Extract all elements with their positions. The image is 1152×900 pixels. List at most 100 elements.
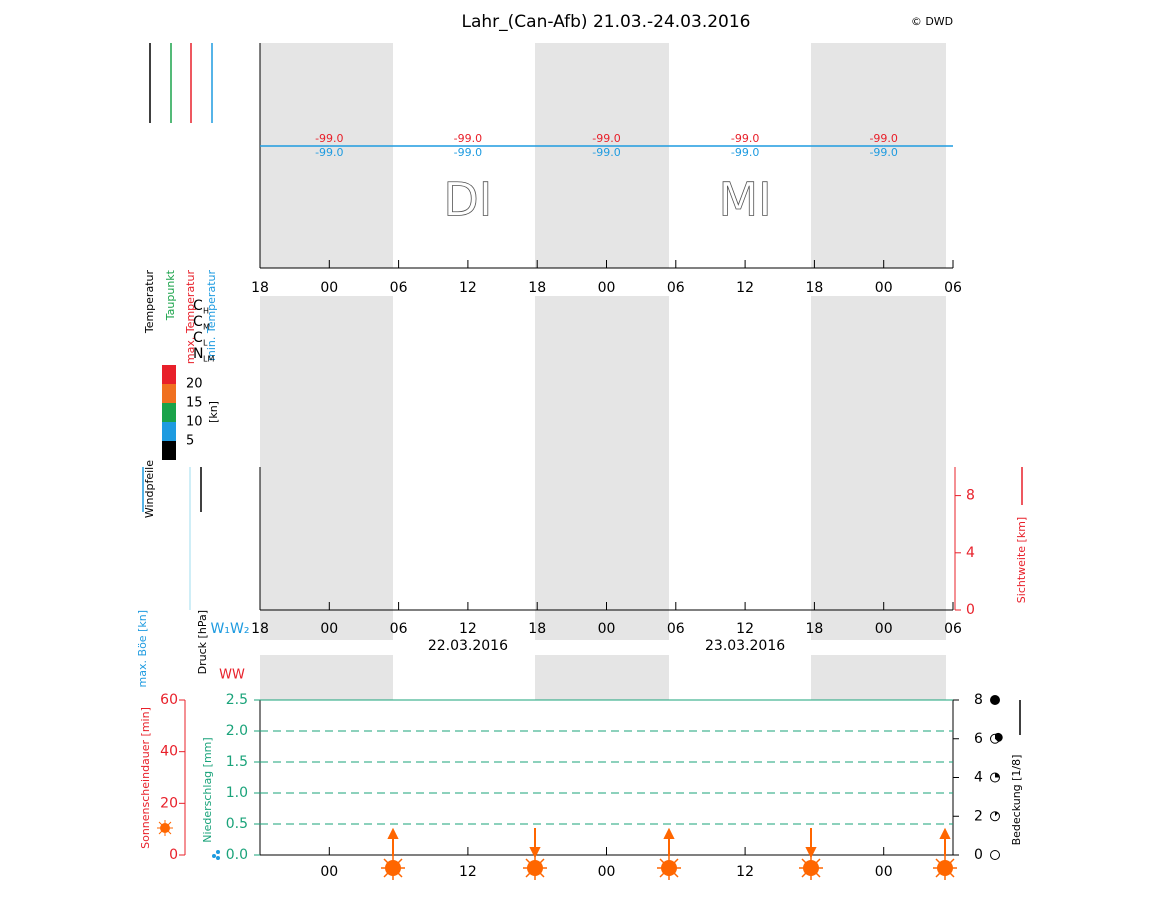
y-tick-label: 20 [160, 795, 178, 811]
cover-fill [995, 732, 1003, 742]
x-tick-label: 06 [944, 621, 962, 637]
colorbar-swatch [162, 422, 176, 441]
cover-symbol [990, 811, 1000, 822]
x-tick-label: 18 [805, 621, 823, 637]
cloud-subscript: M [203, 323, 210, 332]
legend-label: Temperatur [143, 270, 156, 335]
x-tick-label: 18 [251, 621, 269, 637]
x-tick-label: 12 [459, 864, 477, 880]
x-tick-label: 06 [667, 621, 685, 637]
x-tick-label: 00 [598, 621, 616, 637]
x-tick-label: 00 [598, 280, 616, 296]
y-tick-label: 4 [974, 770, 983, 786]
cloud-symbol: N [193, 346, 203, 362]
x-tick-label: 12 [736, 280, 754, 296]
day-label: MI [718, 173, 771, 227]
colorbar-tick-label: 20 [186, 377, 203, 392]
cover-circle [990, 695, 1000, 705]
x-tick-label: 18 [805, 280, 823, 296]
colorbar-unit: [kn] [207, 401, 220, 423]
x-tick-label: 12 [459, 280, 477, 296]
cover-fill [995, 811, 999, 817]
value-label: -99.0 [731, 146, 759, 159]
x-tick-label: 06 [667, 280, 685, 296]
value-label: -99.0 [592, 132, 620, 145]
value-label: -99.0 [315, 132, 343, 145]
x-tick-label: 00 [320, 280, 338, 296]
night-shading [260, 43, 946, 700]
colorbar-tick-label: 15 [186, 396, 203, 411]
cloud-symbol: C [193, 298, 203, 314]
x-tick-label: 00 [320, 621, 338, 637]
value-label: -99.0 [454, 146, 482, 159]
y-tick-label: 2 [974, 808, 983, 824]
credit: © DWD [911, 15, 953, 28]
value-label: -99.0 [869, 132, 897, 145]
colorbar-tick-label: 10 [186, 415, 203, 430]
colorbar-swatch [162, 365, 176, 384]
value-label: -99.0 [592, 146, 620, 159]
x-tick-label: 00 [598, 864, 616, 880]
legend-label: max. Temperatur [184, 270, 197, 365]
x-tick-label: 06 [390, 621, 408, 637]
cover-symbol [990, 732, 1003, 744]
y2-tick-label: 8 [966, 488, 975, 504]
day-label: DI [443, 173, 492, 227]
y-tick-label: 0.5 [226, 816, 248, 832]
legend-label: min. Temperatur [205, 270, 218, 361]
axis-title: Niederschlag [mm] [201, 737, 214, 842]
cloud-subscript: H [203, 307, 209, 316]
axis-title: Bedeckung [1/8] [1010, 755, 1023, 846]
title: Lahr_(Can-Afb) 21.03.-24.03.2016 [462, 12, 751, 32]
x-tick-label: 12 [459, 621, 477, 637]
x-tick-label: 00 [875, 864, 893, 880]
legend-label: Taupunkt [164, 269, 177, 321]
axis-title: Sonnenscheindauer [min] [139, 707, 152, 849]
cloud-symbol: C [193, 314, 203, 330]
y-tick-label: 1.0 [226, 785, 248, 801]
value-label: -99.0 [731, 132, 759, 145]
value-label: -99.0 [454, 132, 482, 145]
legend-label: max. Böe [kn] [136, 610, 149, 687]
legend-label: Sichtweite [km] [1015, 517, 1028, 603]
y2-tick-label: 4 [966, 545, 975, 561]
cover-fill [995, 773, 1000, 778]
colorbar-swatch [162, 384, 176, 403]
y2-tick-label: 0 [966, 602, 975, 618]
x-tick-label: 00 [875, 280, 893, 296]
date-label: 23.03.2016 [705, 638, 785, 654]
colorbar-tick-label: 5 [186, 434, 194, 449]
x-tick-label: 18 [251, 280, 269, 296]
y-tick-label: 1.5 [226, 754, 248, 770]
y-tick-label: 6 [974, 731, 983, 747]
x-tick-label: 12 [736, 621, 754, 637]
x-tick-label: 18 [528, 280, 546, 296]
y-tick-label: 40 [160, 744, 178, 760]
colorbar-swatch [162, 403, 176, 422]
x-tick-label: 00 [875, 621, 893, 637]
value-label: -99.0 [315, 146, 343, 159]
ww-label: WW [219, 668, 245, 683]
y-tick-label: 60 [160, 692, 178, 708]
cloud-symbol: C [193, 330, 203, 346]
cloud-subscript: L [203, 339, 208, 348]
cloud-subscript: LM [203, 355, 214, 364]
y-tick-label: 8 [974, 692, 983, 708]
y-tick-label: 2.5 [226, 692, 248, 708]
y-tick-label: 0.0 [226, 847, 248, 863]
x-tick-label: 06 [944, 280, 962, 296]
x-axis-label: W₁W₂ [211, 621, 250, 637]
cover-symbol [990, 850, 1000, 860]
x-tick-label: 06 [390, 280, 408, 296]
value-label: -99.0 [869, 146, 897, 159]
x-tick-label: 12 [736, 864, 754, 880]
date-label: 22.03.2016 [428, 638, 508, 654]
colorbar-title: Windpfeile [143, 460, 156, 518]
legend-label: Druck [hPa] [196, 610, 209, 674]
x-tick-label: 00 [320, 864, 338, 880]
colorbar-swatch [162, 441, 176, 460]
y-tick-label: 0 [974, 847, 983, 863]
cover-circle [990, 850, 1000, 860]
precip-icon [212, 850, 220, 860]
